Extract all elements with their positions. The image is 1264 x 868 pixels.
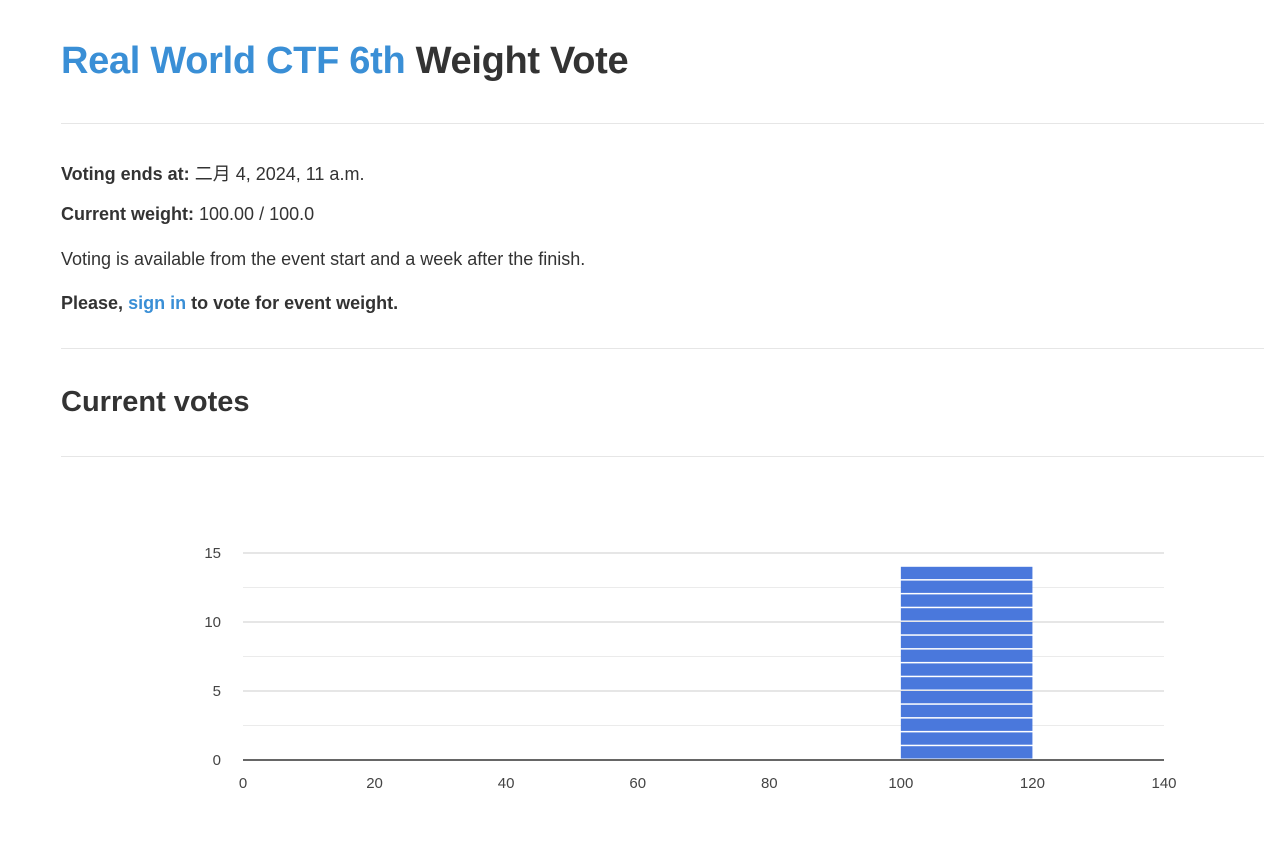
- bar-segment: [900, 635, 1033, 649]
- bar-segment: [900, 580, 1033, 593]
- x-tick-label: 60: [629, 775, 646, 792]
- bar-segment: [900, 663, 1033, 676]
- x-tick-label: 0: [239, 775, 247, 792]
- divider: [61, 348, 1264, 349]
- y-axis-ticks: 0 5 10 15: [204, 545, 221, 769]
- availability-note: Voting is available from the event start…: [61, 249, 586, 269]
- x-tick-label: 120: [1020, 775, 1045, 792]
- current-weight-line: Current weight: 100.00 / 100.0: [61, 204, 314, 225]
- bar-segment: [900, 649, 1033, 662]
- bar-segment: [900, 732, 1033, 745]
- x-tick-label: 100: [888, 775, 913, 792]
- y-tick-label: 10: [204, 614, 221, 631]
- signin-line: Please, sign in to vote for event weight…: [61, 293, 398, 314]
- event-title-link[interactable]: Real World CTF 6th: [61, 40, 406, 82]
- x-axis-ticks: 0 20 40 60 80 100 120 140: [239, 775, 1177, 792]
- voting-ends-line: Voting ends at: 二月 4, 2024, 11 a.m.: [61, 160, 364, 186]
- divider: [61, 456, 1264, 457]
- page-title-suffix: Weight Vote: [415, 40, 629, 82]
- bar-segment: [900, 622, 1033, 635]
- chart-bars: [900, 566, 1033, 759]
- bar-segment: [900, 691, 1033, 704]
- x-tick-label: 40: [498, 775, 515, 792]
- x-tick-label: 20: [366, 775, 383, 792]
- current-weight-value: 100.00 / 100.0: [199, 204, 315, 224]
- voting-ends-value: 二月 4, 2024, 11 a.m.: [194, 164, 365, 184]
- bar-segment: [900, 566, 1033, 580]
- bar-segment: [900, 594, 1033, 607]
- bar-segment: [900, 718, 1033, 731]
- x-tick-label: 80: [761, 775, 778, 792]
- divider: [61, 123, 1264, 124]
- y-tick-label: 5: [213, 683, 221, 700]
- current-weight-label: Current weight:: [61, 204, 194, 224]
- sign-in-link[interactable]: sign in: [128, 293, 187, 313]
- y-tick-label: 15: [204, 545, 221, 562]
- y-tick-label: 0: [213, 752, 221, 769]
- bar-segment: [900, 746, 1033, 759]
- bar-segment: [900, 677, 1033, 690]
- bar-segment: [900, 704, 1033, 718]
- x-tick-label: 140: [1151, 775, 1176, 792]
- page-title: Real World CTF 6th Weight Vote: [61, 40, 629, 83]
- voting-ends-label: Voting ends at:: [61, 164, 190, 184]
- signin-suffix: to vote for event weight.: [191, 293, 399, 313]
- current-votes-heading: Current votes: [61, 386, 250, 418]
- bar-segment: [900, 608, 1033, 621]
- signin-prefix: Please,: [61, 293, 124, 313]
